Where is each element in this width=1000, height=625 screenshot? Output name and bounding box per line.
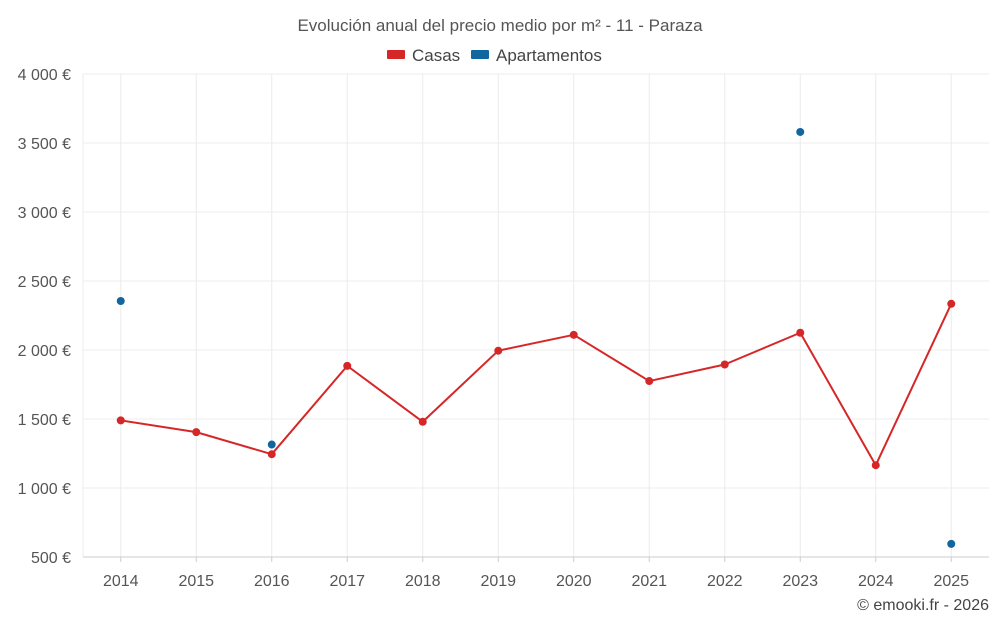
x-tick-label: 2016	[254, 573, 290, 590]
x-axis: 2014 2015 2016 2017 2018 2019 2020 2021 2022 2023…	[83, 556, 989, 590]
legend-label-casas: Casas	[412, 46, 460, 65]
credit-text: © emooki.fr - 2026	[857, 597, 989, 614]
legend-label-apartamentos: Apartamentos	[496, 46, 602, 65]
x-tick-label: 2019	[480, 573, 516, 590]
series-line-casas	[120, 303, 953, 467]
x-tick-label: 2015	[178, 573, 214, 590]
data-point-casas[interactable]	[947, 299, 956, 308]
x-tick-label: 2023	[782, 573, 818, 590]
y-tick-label: 1 000 €	[18, 481, 71, 498]
legend: Casas Apartamentos	[387, 46, 602, 65]
chart-title: Evolución anual del precio medio por m² …	[297, 16, 703, 35]
series	[116, 127, 956, 548]
x-tick-label: 2017	[329, 573, 365, 590]
data-point-casas[interactable]	[569, 330, 578, 339]
data-point-casas[interactable]	[796, 328, 805, 337]
grid	[82, 73, 989, 557]
data-point-apartamentos[interactable]	[116, 297, 125, 306]
legend-item-apartamentos[interactable]: Apartamentos	[471, 46, 602, 65]
y-tick-label: 4 000 €	[18, 67, 71, 84]
x-tick-label: 2025	[933, 573, 969, 590]
data-point-casas[interactable]	[645, 377, 654, 386]
data-point-casas[interactable]	[720, 360, 729, 369]
legend-item-casas[interactable]: Casas	[387, 46, 460, 65]
y-tick-label: 500 €	[31, 550, 71, 567]
y-tick-label: 2 000 €	[18, 343, 71, 360]
y-tick-label: 2 500 €	[18, 274, 71, 291]
legend-swatch-casas	[387, 50, 405, 59]
data-point-apartamentos[interactable]	[267, 440, 276, 449]
data-point-casas[interactable]	[116, 416, 125, 425]
y-tick-label: 3 500 €	[18, 136, 71, 153]
legend-swatch-apartamentos	[471, 50, 489, 59]
data-point-casas[interactable]	[494, 346, 503, 355]
data-point-casas[interactable]	[192, 428, 201, 437]
x-tick-label: 2021	[631, 573, 667, 590]
data-point-casas[interactable]	[267, 450, 276, 459]
y-axis: 500 € 1 000 € 1 500 € 2 000 € 2 500 € 3 000 €…	[18, 67, 71, 567]
x-tick-label: 2022	[707, 573, 743, 590]
x-tick-label: 2014	[103, 573, 139, 590]
y-tick-label: 1 500 €	[18, 412, 71, 429]
x-tick-label: 2020	[556, 573, 592, 590]
y-tick-label: 3 000 €	[18, 205, 71, 222]
x-tick-label: 2024	[858, 573, 894, 590]
data-point-apartamentos[interactable]	[796, 127, 805, 136]
data-point-casas[interactable]	[871, 461, 880, 470]
data-point-apartamentos[interactable]	[947, 539, 956, 548]
x-tick-label: 2018	[405, 573, 441, 590]
data-point-casas[interactable]	[418, 417, 427, 426]
data-point-casas[interactable]	[343, 361, 352, 370]
